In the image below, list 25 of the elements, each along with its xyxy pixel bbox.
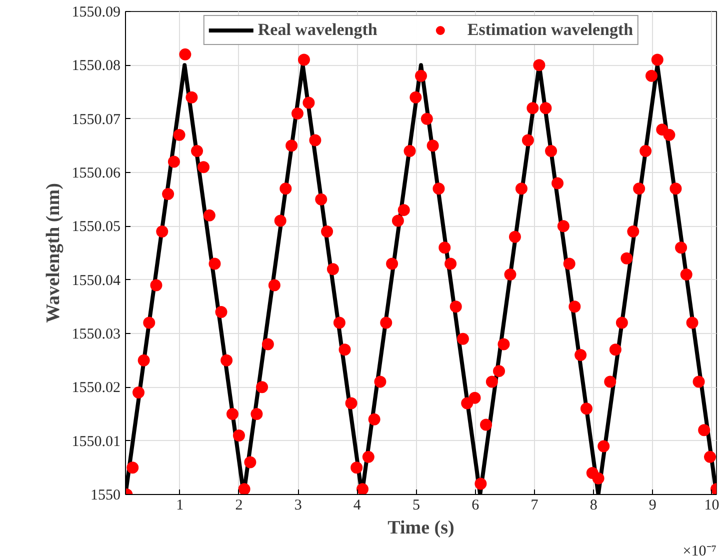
x-tick-label: 10 <box>704 498 720 514</box>
y-axis-title: Wavelength (nm) <box>42 183 64 323</box>
x-tick-label: 7 <box>530 498 539 514</box>
legend-label: Real wavelength <box>258 20 378 40</box>
y-tick-label: 1550.01 <box>72 434 120 450</box>
y-tick-label: 1550.07 <box>72 112 121 128</box>
y-tick-label: 1550.06 <box>72 166 121 182</box>
legend-label: Estimation wavelength <box>467 20 634 40</box>
x-tick-label: 9 <box>648 498 656 514</box>
y-tick-label: 1550.02 <box>72 380 120 396</box>
x-tick-label: 8 <box>590 498 598 514</box>
text: ×10⁻⁷ <box>682 544 717 559</box>
y-tick-label: 1550 <box>90 488 120 504</box>
x-tick-label: 2 <box>235 498 243 514</box>
y-tick-label: 1550.04 <box>72 272 121 289</box>
y-tick-label: 1550.09 <box>72 4 120 20</box>
x-tick-label: 5 <box>412 498 420 514</box>
y-tick-label: 1550.08 <box>72 58 120 74</box>
x-tick-label: 1 <box>176 498 184 514</box>
x-tick-label: 3 <box>294 498 302 514</box>
x-tick-label: 4 <box>353 498 362 514</box>
y-tick-label: 1550.03 <box>72 326 120 342</box>
x-axis-title: Time (s) <box>388 518 454 538</box>
y-tick-label: 1550.05 <box>72 219 120 236</box>
x-tick-label: 6 <box>472 498 480 514</box>
